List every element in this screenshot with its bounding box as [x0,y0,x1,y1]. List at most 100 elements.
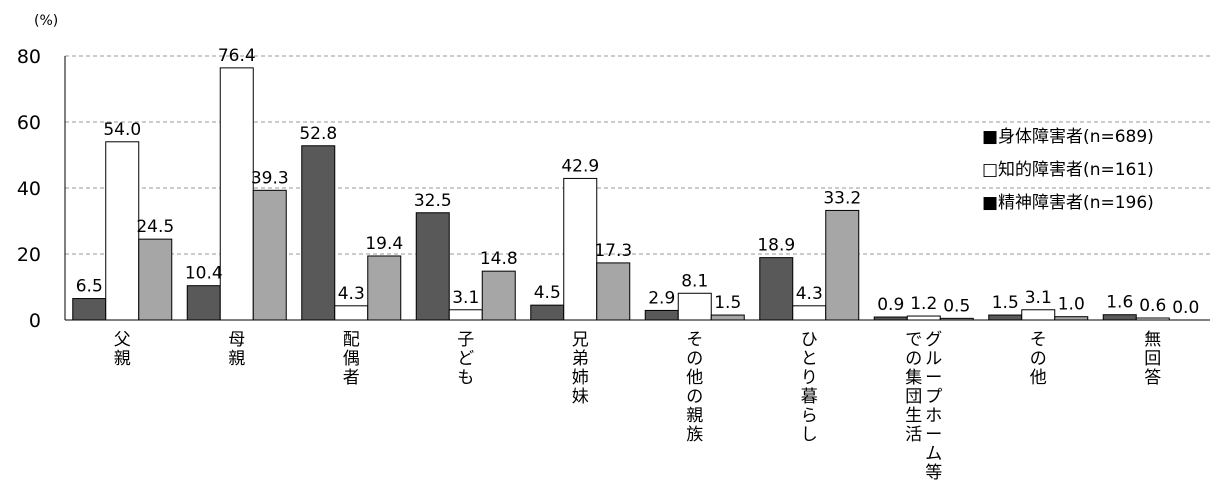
category-label-char: ル [925,349,942,369]
y-tick-label: 40 [17,178,41,200]
category-label-char: 無 [1144,330,1161,350]
category-label-char: 姉 [572,368,589,388]
bar [334,305,369,321]
axes [64,56,1210,321]
category-label-char: ら [801,406,818,426]
bar [988,314,1023,321]
data-label: 19.4 [365,234,403,254]
bar [710,314,745,321]
category-label-char: も [457,368,474,388]
data-label: 4.3 [338,284,365,304]
bar [596,262,631,321]
category-label-char: 団 [905,387,922,407]
bar [481,270,516,321]
category-label-char: 親 [228,349,245,369]
category-label-char: 他 [686,368,703,388]
legend-entry: ■身体障害者(n=689) [982,127,1154,147]
data-label: 24.5 [136,217,174,237]
category-label-char: 生 [905,406,922,426]
bar [105,141,140,321]
legend: ■身体障害者(n=689) □知的障害者(n=161) ■精神障害者(n=196) [980,126,1208,218]
data-label: 1.5 [992,293,1019,313]
category-label-char: 親 [114,349,131,369]
bar [792,305,827,321]
data-label: 8.1 [681,271,708,291]
category-label-char: ー [925,368,942,388]
y-tick-label: 20 [17,244,41,266]
data-label: 54.0 [103,120,141,140]
legend-background [980,192,1208,218]
data-label: 0.0 [1172,298,1199,318]
category-label-char: 族 [686,425,703,445]
category-label-char: ホ [925,406,942,426]
category-labels: 父親母親配偶者子ども兄弟姉妹その他の親族ひとり暮らしグループホーム等での集団生活… [114,330,1162,483]
data-label: 33.2 [823,188,861,208]
data-label: 3.1 [452,288,479,308]
category-label-char: そ [686,330,703,350]
category-label-char: 子 [457,330,474,350]
category-label-char: 親 [686,406,703,426]
category-label-char: の [686,387,703,407]
bar [186,285,221,321]
category-label-char: り [801,368,818,388]
category-label-char: グ [925,330,942,350]
category-label-char: 兄 [572,330,589,350]
category-label-char: の [905,349,922,369]
category-label-char: の [1030,349,1047,369]
category-label-char: 配 [343,330,360,350]
category-label-char: 活 [905,425,922,445]
bar [906,315,941,321]
data-label: 3.1 [1025,288,1052,308]
category-label-char: で [905,330,922,350]
data-label: 6.5 [76,277,103,297]
category-label-char: 暮 [801,387,818,407]
bar [1021,309,1056,321]
data-label: 0.6 [1139,296,1166,316]
category-label-char: 者 [343,368,360,388]
data-label: 18.9 [757,236,795,256]
category-label-char: そ [1030,330,1047,350]
bar [219,67,254,321]
bar [138,238,173,321]
bar [563,177,598,321]
category-label-char: 母 [228,330,245,350]
category-label-char: 回 [1144,349,1161,369]
category-label-char: の [686,349,703,369]
bar [301,145,336,321]
category-label-char: 偶 [343,349,360,369]
data-label: 1.6 [1106,293,1133,313]
data-label: 32.5 [414,191,452,211]
bar [415,212,450,321]
bar [530,304,565,321]
legend-background [980,159,1208,185]
category-label-char: プ [925,387,942,407]
bars [72,67,1170,321]
data-label: 17.3 [594,241,632,261]
data-label: 14.8 [480,249,518,269]
data-label: 2.9 [648,288,675,308]
legend-entry: □知的障害者(n=161) [982,160,1154,180]
data-label: 42.9 [561,156,599,176]
category-label-char: ひ [801,330,818,350]
category-label-char: 他 [1030,368,1047,388]
y-tick-label: 60 [17,112,41,134]
category-label-char: し [801,425,818,445]
bar [1102,314,1137,321]
bar [448,309,483,321]
category-label-char: と [801,349,818,369]
data-label: 1.5 [714,293,741,313]
legend-entry: ■精神障害者(n=196) [982,193,1154,213]
y-tick-label: 0 [29,310,41,332]
category-label-char: 等 [925,463,942,483]
bar [367,255,402,321]
bar [825,209,860,321]
bar [644,309,679,321]
category-label-char: 弟 [572,349,589,369]
data-label: 52.8 [299,124,337,144]
data-labels: 6.5 10.4 52.8 32.5 4.5 2.9 18.9 0.9 1.5 1.6 54.0 76… [76,46,1200,318]
category-label-char: 妹 [572,387,589,407]
category-label-char: ム [925,444,942,464]
data-label: 4.5 [534,283,561,303]
